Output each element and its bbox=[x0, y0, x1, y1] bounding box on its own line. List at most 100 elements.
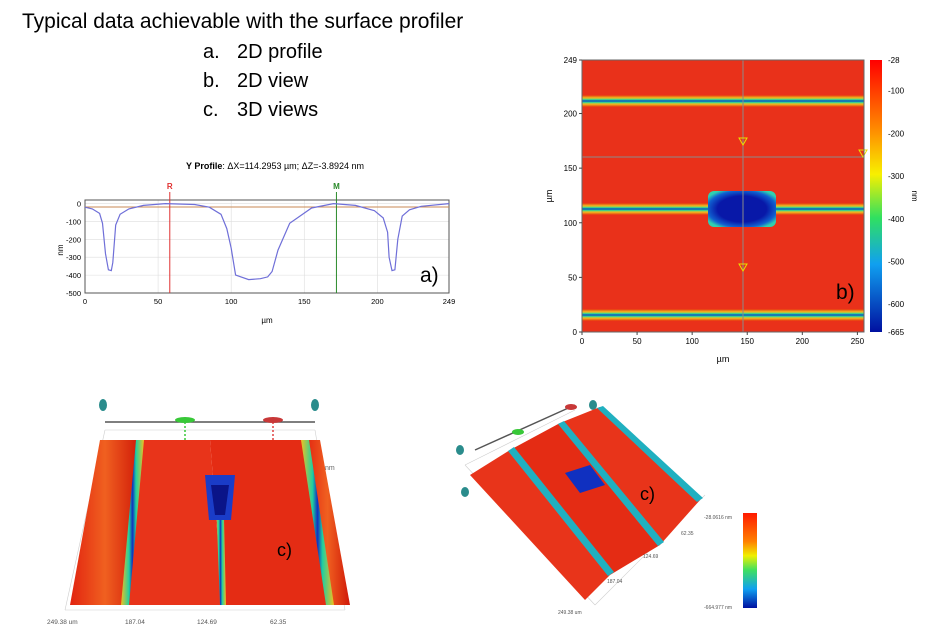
scale-bar bbox=[474, 404, 576, 451]
surface-groove bbox=[558, 421, 664, 546]
axis-tick-label: 249.38 um bbox=[558, 610, 582, 616]
y-tick-label: 50 bbox=[568, 273, 577, 282]
list-marker: b. bbox=[203, 70, 220, 92]
rotate-handle-icon bbox=[589, 400, 597, 410]
rotate-handle-icon bbox=[461, 487, 469, 497]
colorbar-tick-label: -100 bbox=[888, 87, 905, 96]
cursor-r-icon bbox=[565, 404, 577, 410]
surface-groove bbox=[508, 447, 614, 576]
cursor-marker-icon bbox=[738, 263, 748, 273]
profile-x-ticks: 0 50 100 150 200 249 bbox=[83, 297, 455, 306]
y-tick-label: 249 bbox=[564, 56, 578, 65]
surface-strip bbox=[560, 407, 700, 545]
panel-label-b: b) bbox=[836, 281, 855, 304]
map-y-label: µm bbox=[544, 190, 554, 203]
axis-tick-label: 62.35 bbox=[270, 619, 287, 626]
x-tick-label: 0 bbox=[580, 337, 585, 346]
colorbar-tick-label: -200 bbox=[888, 129, 905, 138]
surface-strip bbox=[70, 440, 140, 605]
map-trench-top bbox=[582, 95, 864, 107]
x-tick-label: 150 bbox=[741, 337, 755, 346]
colorbar-unit: nm bbox=[910, 190, 919, 201]
y-tick-label: 100 bbox=[564, 219, 578, 228]
axis-tick-label: 62.35 bbox=[681, 531, 694, 537]
surface-strip bbox=[510, 423, 660, 575]
data-type-list: a. 2D profile b. 2D view c. 3D views bbox=[203, 38, 323, 125]
x-tick-label: 250 bbox=[851, 337, 865, 346]
y-tick-label: -100 bbox=[66, 217, 81, 226]
view-3d-front: nm 249.38 um 187.04 124.69 62.35 bbox=[47, 399, 350, 626]
panel-label-a: a) bbox=[420, 264, 439, 287]
list-marker: a. bbox=[203, 41, 220, 63]
panel-label-c2: c) bbox=[640, 484, 655, 504]
list-item: b. 2D view bbox=[203, 67, 323, 96]
x-tick-label: 100 bbox=[685, 337, 699, 346]
map-frame bbox=[581, 59, 865, 333]
surface-strip bbox=[305, 440, 350, 605]
list-text: 2D view bbox=[237, 70, 309, 92]
x-tick-label: 150 bbox=[298, 297, 311, 306]
axis-tick-label: 124.69 bbox=[197, 619, 217, 626]
axis-tick-label: 187.04 bbox=[607, 579, 623, 585]
surface-pit bbox=[565, 465, 605, 493]
cursor-m-icon bbox=[175, 417, 195, 423]
profile-y-ticks: 0 -100 -200 -300 -400 -500 bbox=[66, 200, 81, 298]
axis-tick-label: 124.69 bbox=[643, 554, 659, 560]
y-tick-label: 0 bbox=[77, 200, 81, 209]
surface-groove bbox=[121, 440, 144, 605]
rotate-handle-icon bbox=[311, 399, 319, 411]
surface-groove bbox=[597, 406, 703, 502]
x-tick-label: 100 bbox=[225, 297, 238, 306]
cursor-marker-icon bbox=[858, 149, 868, 159]
surface-strip bbox=[470, 450, 610, 600]
colorbar-ticks: -28 -100 -200 -300 -400 -500 -600 -665 bbox=[888, 56, 905, 337]
y-tick-label: -200 bbox=[66, 235, 81, 244]
rotate-handle-icon bbox=[456, 445, 464, 455]
profile-title: Y Profile: ΔX=114.2953 µm; ΔZ=-3.8924 nm bbox=[186, 161, 364, 171]
y-tick-label: 200 bbox=[564, 110, 578, 119]
colorbar-tick-label: -400 bbox=[888, 215, 905, 224]
profile-x-label: µm bbox=[261, 316, 273, 325]
profile-series-line bbox=[84, 202, 450, 281]
cursor-marker-icon bbox=[738, 137, 748, 147]
colorbar-tick-label: -28 bbox=[888, 56, 900, 65]
surface-pit bbox=[211, 485, 229, 515]
surface-strip bbox=[210, 440, 330, 605]
view3d-axis-ticks: 62.35 124.69 187.04 249.38 um bbox=[558, 531, 694, 616]
cursor-r-icon bbox=[263, 417, 283, 423]
scale-min-label: -664.977 nm bbox=[704, 605, 732, 611]
colorbar-tick-label: -665 bbox=[888, 328, 905, 337]
side-axis-unit: nm bbox=[325, 465, 335, 472]
rotate-handle-icon bbox=[99, 399, 107, 411]
list-marker: c. bbox=[203, 99, 219, 121]
map-x-ticks: 0 50 100 150 200 250 bbox=[580, 332, 865, 346]
colorbar-tick-label: -300 bbox=[888, 172, 905, 181]
colorbar-tick-label: -600 bbox=[888, 300, 905, 309]
list-text: 2D profile bbox=[237, 41, 323, 63]
x-tick-label: 200 bbox=[371, 297, 384, 306]
list-text: 3D views bbox=[237, 99, 319, 121]
view-3d-angled: -28.0616 nm -664.977 nm 62.35 124.69 187.0… bbox=[456, 400, 757, 616]
surface-groove bbox=[301, 440, 334, 605]
x-tick-label: 0 bbox=[83, 297, 87, 306]
y-tick-label: 150 bbox=[564, 164, 578, 173]
surface-strip bbox=[125, 440, 223, 605]
y-tick-label: -400 bbox=[66, 271, 81, 280]
y-tick-label: -300 bbox=[66, 253, 81, 262]
x-tick-label: 50 bbox=[633, 337, 642, 346]
profile-grid bbox=[84, 200, 450, 294]
map-x-label: µm bbox=[717, 354, 730, 364]
view3d-axis-ticks: 249.38 um 187.04 124.69 62.35 bbox=[47, 619, 287, 626]
cursor-m-label: M bbox=[333, 182, 340, 191]
map-y-ticks: 249 200 150 100 50 0 bbox=[564, 56, 582, 337]
profile-chart: Y Profile: ΔX=114.2953 µm; ΔZ=-3.8924 nm… bbox=[56, 161, 455, 325]
x-tick-label: 249 bbox=[443, 297, 456, 306]
map-trench-bottom bbox=[582, 309, 864, 321]
x-tick-label: 200 bbox=[796, 337, 810, 346]
colorbar-tick-label: -500 bbox=[888, 258, 905, 267]
colorbar bbox=[870, 60, 882, 332]
profile-frame bbox=[84, 199, 450, 294]
map-depression-pad bbox=[708, 191, 776, 227]
slide-title: Typical data achievable with the surface… bbox=[22, 10, 464, 33]
